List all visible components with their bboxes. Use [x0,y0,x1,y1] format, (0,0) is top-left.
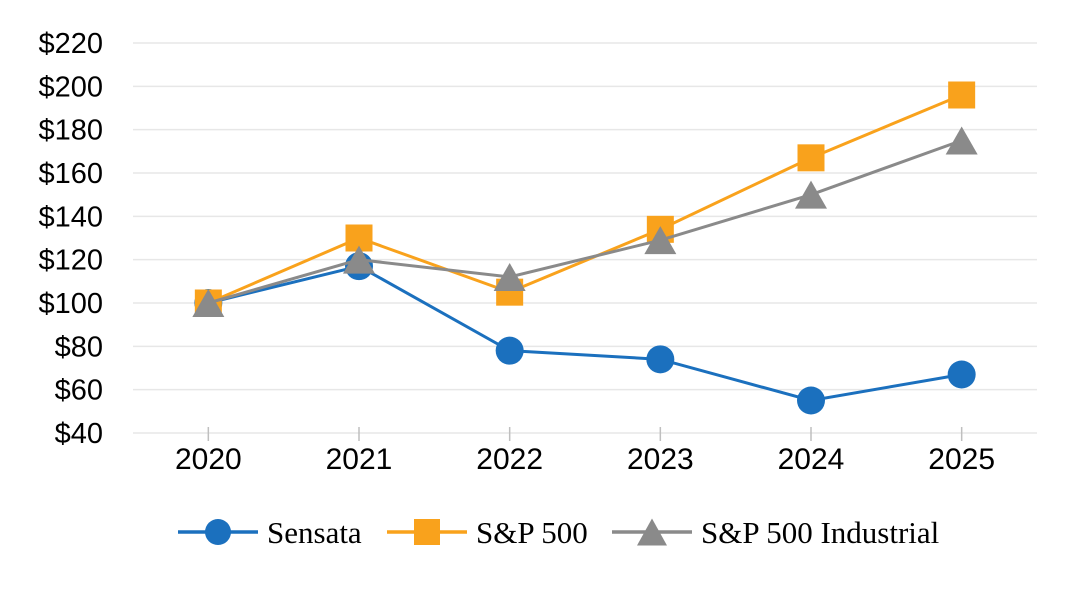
y-axis-label: $200 [38,71,103,103]
legend-label-sensata: Sensata [267,515,362,550]
series-line-s-p-500 [207,93,963,305]
series-marker-s-p-500-industrial-2020 [192,289,225,317]
y-axis-label: $160 [38,158,103,190]
series-marker-sensata-2025 [947,360,976,389]
series-marker-s-p-500-2024 [797,144,825,172]
legend-label-s-p-500: S&P 500 [476,515,588,550]
x-axis-label: 2023 [627,443,694,476]
legend-label-s-p-500-industrial: S&P 500 Industrial [701,515,939,550]
legend-square-icon [414,519,440,545]
y-axis-label: $40 [55,418,103,450]
x-axis-label: 2021 [326,443,393,476]
x-axis-label: 2025 [928,443,995,476]
series-marker-s-p-500-2025 [948,81,976,109]
series-marker-s-p-500-industrial-2024 [795,180,827,209]
series-marker-s-p-500-industrial-2021 [343,245,375,274]
series-line-sensata [207,264,962,403]
x-axis-label: 2022 [476,443,543,476]
x-axis-label: 2020 [175,443,242,476]
series-marker-s-p-500-industrial-2025 [945,126,978,155]
y-axis-label: $80 [55,331,103,363]
y-axis-label: $60 [55,375,103,407]
y-axis-label: $220 [38,28,103,60]
series-marker-s-p-500-industrial-2022 [493,263,526,291]
legend-triangle-icon [637,518,667,546]
x-axis-label: 2024 [778,443,845,476]
legend-circle-icon [205,519,231,545]
series-marker-sensata-2023 [646,345,675,374]
series-marker-s-p-500-industrial-2023 [644,226,677,255]
y-axis-label: $120 [38,245,103,277]
series-line-s-p-500-industrial [207,139,963,305]
y-axis-label: $180 [38,115,103,147]
series-marker-sensata-2024 [797,386,825,415]
y-axis-label: $140 [38,201,103,233]
y-axis-label: $100 [38,288,103,320]
series-marker-sensata-2022 [495,336,524,365]
